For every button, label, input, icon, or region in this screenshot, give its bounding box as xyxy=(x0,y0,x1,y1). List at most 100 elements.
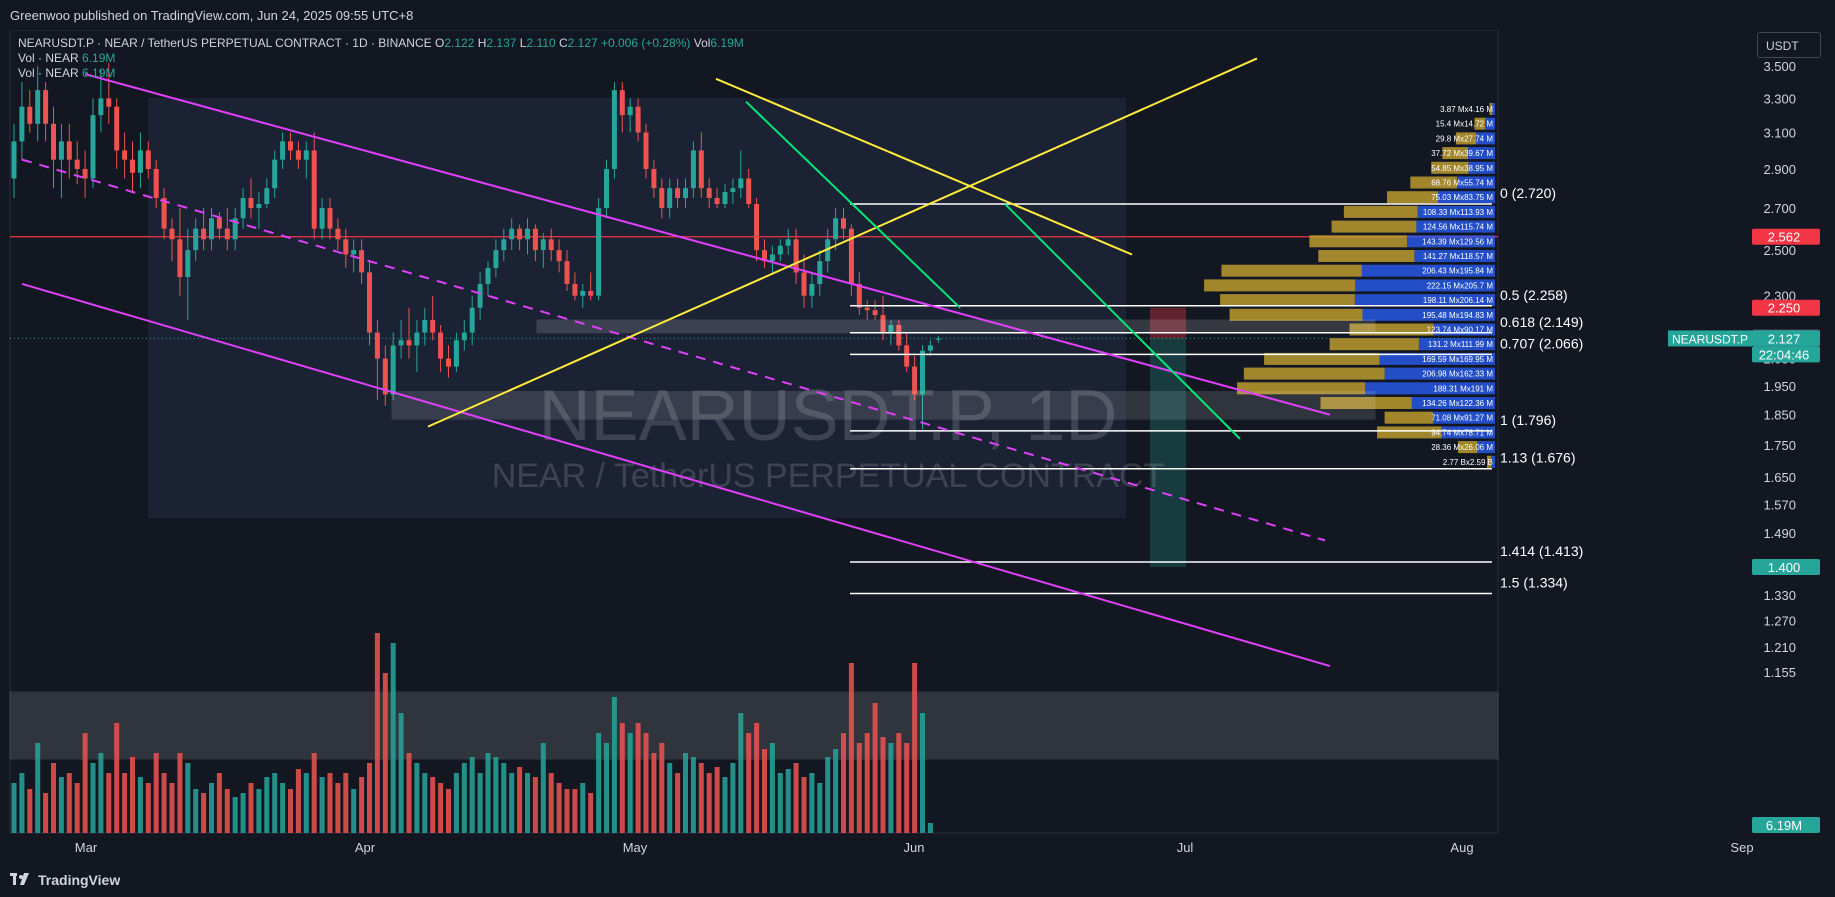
volume-bar xyxy=(303,773,309,833)
support-box xyxy=(391,391,1376,420)
candle-body xyxy=(201,228,207,240)
candle-body xyxy=(485,267,491,284)
legend-vol-row-1[interactable]: Vol · NEAR 6.19M xyxy=(18,51,744,66)
vp-down-bar xyxy=(1476,132,1495,145)
vp-up-bar xyxy=(1387,191,1439,204)
candle-body xyxy=(106,98,112,107)
vp-down-bar xyxy=(1441,426,1495,439)
volume-bar xyxy=(904,743,910,833)
candle-body xyxy=(501,239,507,251)
vp-up-bar xyxy=(1309,235,1407,248)
volume-bar xyxy=(611,697,617,833)
volume-bar xyxy=(469,757,475,833)
resistance-box xyxy=(536,319,1376,334)
candle-body xyxy=(351,250,357,255)
vp-up-bar xyxy=(1455,132,1477,145)
vp-down-bar xyxy=(1484,117,1495,130)
y-axis-tick: 1.950 xyxy=(1763,379,1796,394)
price-label-last: 2.127 xyxy=(1768,331,1801,346)
volume-bar xyxy=(137,777,143,833)
candle-body xyxy=(706,188,712,199)
legend-open: 2.122 xyxy=(444,36,475,50)
candle-body xyxy=(11,141,17,179)
volume-bar xyxy=(477,773,483,833)
candle-body xyxy=(382,358,388,395)
candle-body xyxy=(635,106,641,133)
candle-body xyxy=(98,98,104,116)
candle-body xyxy=(422,319,428,333)
price-label-stop: 2.250 xyxy=(1768,301,1801,316)
candle-body xyxy=(698,150,704,189)
volume-bar xyxy=(801,777,807,833)
vp-label: 37.72 Mx39.67 M xyxy=(1431,149,1493,158)
vp-down-bar xyxy=(1362,308,1495,321)
candle-body xyxy=(303,150,309,160)
volume-bar xyxy=(382,673,388,833)
legend-vol-row-2[interactable]: Vol · NEAR 6.19M xyxy=(18,66,744,81)
legend-symbol[interactable]: NEARUSDT.P · NEAR / TetherUS PERPETUAL C… xyxy=(18,36,432,50)
price-label-target-bg xyxy=(1752,559,1820,576)
vp-label: 198.11 Mx206.14 M xyxy=(1423,296,1493,305)
symbol-tag-bg xyxy=(1668,330,1752,347)
vp-up-bar xyxy=(1229,308,1363,321)
vp-down-bar xyxy=(1361,264,1495,277)
legend-close-label: C xyxy=(558,36,568,50)
y-axis-tick: 1.270 xyxy=(1763,613,1796,628)
legend-vol: 6.19M xyxy=(710,36,744,50)
candle-body xyxy=(27,106,33,124)
volume-bar xyxy=(51,763,56,833)
candle-body xyxy=(532,228,538,251)
volume-bar xyxy=(651,753,657,833)
vp-up-bar xyxy=(1264,352,1380,365)
volume-bar xyxy=(588,793,594,833)
chart-legend: NEARUSDT.P · NEAR / TetherUS PERPETUAL C… xyxy=(18,36,744,81)
vp-label: 124.56 Mx115.74 M xyxy=(1423,223,1493,232)
volume-bar xyxy=(11,783,17,833)
vp-down-bar xyxy=(1365,382,1495,395)
candle-body xyxy=(311,150,317,229)
legend-symbol-row: NEARUSDT.P · NEAR / TetherUS PERPETUAL C… xyxy=(18,36,744,51)
volume-bar xyxy=(912,663,918,833)
candle-body xyxy=(801,272,807,296)
vp-label: 29.8 Mx27.74 M xyxy=(1436,134,1494,143)
vp-label: 71.08 Mx91.27 M xyxy=(1431,414,1493,423)
candle-body xyxy=(825,239,831,262)
candle-body xyxy=(130,159,135,173)
vp-down-bar xyxy=(1457,176,1495,189)
tradingview-logo[interactable]: TradingView xyxy=(10,872,120,888)
currency-selector[interactable]: USDT xyxy=(1757,32,1821,58)
vp-up-bar xyxy=(1442,147,1469,160)
trendline-rising xyxy=(427,57,1258,428)
price-label-hline-bg xyxy=(1752,228,1820,245)
candle-body xyxy=(137,150,143,173)
candle-body xyxy=(738,178,744,189)
vp-up-bar xyxy=(1487,455,1491,468)
volume-bar xyxy=(264,777,270,833)
volume-bar xyxy=(248,783,254,833)
y-axis-tick: 3.500 xyxy=(1763,59,1796,74)
symbol-tag: NEARUSDT.P xyxy=(1672,332,1748,346)
vp-label: 222.15 Mx205.7 M xyxy=(1427,281,1494,290)
volume-bar xyxy=(572,789,578,833)
volume-bar xyxy=(596,733,602,833)
volume-bar xyxy=(288,789,293,833)
candle-body xyxy=(446,358,451,367)
volume-bar xyxy=(683,753,688,833)
y-axis-tick: 1.490 xyxy=(1763,526,1796,541)
vp-up-bar xyxy=(1243,367,1385,380)
candle-body xyxy=(896,324,902,346)
vp-down-bar xyxy=(1417,205,1495,218)
vp-label: 75.03 Mx83.75 M xyxy=(1431,193,1493,202)
vp-label: 108.33 Mx113.93 M xyxy=(1423,208,1493,217)
volume-bar xyxy=(880,737,886,833)
vol-row2-value: 6.19M xyxy=(82,66,116,80)
volume-bar xyxy=(280,783,286,833)
candle-body xyxy=(406,340,412,346)
candle-body xyxy=(232,218,238,240)
vp-label: 28.36 Mx26.06 M xyxy=(1431,443,1493,452)
candle-body xyxy=(667,188,673,209)
fib-level-label: 1.5 (1.334) xyxy=(1500,574,1568,590)
candle-body xyxy=(493,250,499,268)
y-axis-tick: 3.100 xyxy=(1763,126,1796,141)
